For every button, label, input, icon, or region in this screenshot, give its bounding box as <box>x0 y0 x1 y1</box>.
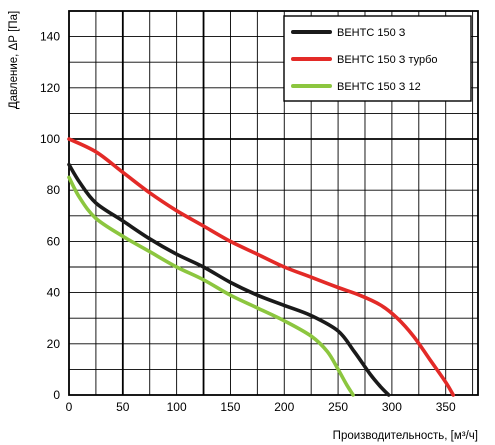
legend: ВЕНТС 150 З ВЕНТС 150 З турбо ВЕНТС 150 З … <box>283 15 472 102</box>
y-tick-label: 40 <box>47 286 61 300</box>
x-tick-label: 250 <box>328 400 348 414</box>
y-tick-label: 140 <box>40 30 60 44</box>
y-tick-label: 20 <box>47 337 61 351</box>
legend-label: ВЕНТС 150 З <box>337 27 406 39</box>
y-tick-label: 60 <box>47 234 61 248</box>
series-line-2 <box>67 137 455 397</box>
y-tick-label: 80 <box>47 183 61 197</box>
x-tick-labels: 0 50 100 150 200 250 300 350 <box>66 400 456 414</box>
plot-frame <box>68 10 479 396</box>
y-tick-label: 100 <box>40 132 60 146</box>
y-tick-label: 0 <box>53 388 60 402</box>
x-tick-label: 0 <box>66 400 73 414</box>
x-axis-title: Производительность, [м³/ч] <box>333 430 478 442</box>
x-tick-label: 350 <box>436 400 456 414</box>
x-tick-label: 200 <box>274 400 294 414</box>
x-tick-label: 150 <box>220 400 240 414</box>
legend-label: ВЕНТС 150 З турбо <box>337 54 438 66</box>
x-tick-label: 100 <box>167 400 187 414</box>
series-layer <box>67 137 455 397</box>
legend-label: ВЕНТС 150 З 12 <box>337 81 421 93</box>
series-line-1 <box>67 162 391 397</box>
y-tick-label: 120 <box>40 81 60 95</box>
x-tick-label: 50 <box>116 400 130 414</box>
major-grid <box>69 11 478 395</box>
x-tick-label: 300 <box>382 400 402 414</box>
y-tick-labels: 0 20 40 60 80 100 120 140 <box>40 30 60 402</box>
y-axis-title: Давление, ΔР [Па] <box>8 11 20 109</box>
series-line-3 <box>67 175 355 397</box>
